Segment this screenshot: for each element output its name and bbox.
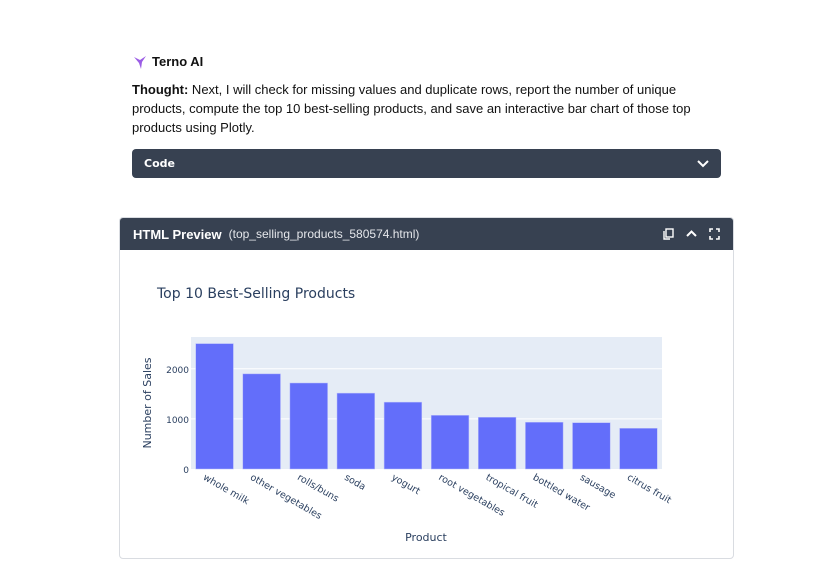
bar-root-vegetables[interactable] (430, 415, 470, 470)
y-axis-label: Number of Sales (141, 357, 154, 448)
chevron-up-icon[interactable] (686, 228, 697, 240)
x-tick-label: citrus fruit (625, 472, 673, 506)
preview-filename: (top_selling_products_580574.html) (228, 227, 420, 241)
x-tick-label: whole milk (201, 472, 251, 507)
y-tick-label: 0 (183, 466, 189, 476)
thought-label: Thought: (132, 82, 189, 97)
thought-text: Thought: Next, I will check for missing … (132, 80, 732, 137)
code-toggle[interactable]: Code (132, 149, 721, 178)
bar-whole-milk[interactable] (195, 343, 234, 470)
bar-chart[interactable]: Top 10 Best-Selling Products 0 1000 2000 wh… (120, 250, 733, 558)
bar-other-vegetables[interactable] (242, 373, 281, 470)
bar-bottled-water[interactable] (525, 421, 564, 470)
html-preview-card: HTML Preview (top_selling_products_58057… (119, 217, 734, 559)
assistant-header: Terno AI (133, 54, 203, 69)
bar-rolls-buns[interactable] (289, 382, 328, 470)
x-tick-label: sausage (578, 472, 618, 501)
y-tick-label: 1000 (166, 416, 189, 426)
bar-yogurt[interactable] (383, 401, 423, 470)
copy-icon[interactable] (663, 228, 674, 240)
x-axis-label: Product (405, 531, 447, 544)
chart-title: Top 10 Best-Selling Products (156, 286, 355, 302)
bar-citrus-fruit[interactable] (619, 428, 658, 470)
chevron-down-icon[interactable] (697, 159, 709, 168)
bar-soda[interactable] (336, 392, 375, 470)
terno-logo-icon (134, 55, 146, 69)
thought-body: Next, I will check for missing values an… (132, 82, 691, 135)
code-label: Code (144, 157, 175, 170)
preview-title: HTML Preview (133, 226, 222, 242)
x-tick-label: soda (342, 472, 367, 493)
fullscreen-icon[interactable] (709, 228, 720, 240)
bar-tropical-fruit[interactable] (478, 417, 517, 470)
preview-header: HTML Preview (top_selling_products_58057… (120, 218, 733, 250)
assistant-name: Terno AI (152, 54, 204, 69)
x-tick-label: yogurt (389, 472, 422, 497)
y-tick-label: 2000 (166, 366, 189, 376)
bar-sausage[interactable] (572, 422, 611, 470)
